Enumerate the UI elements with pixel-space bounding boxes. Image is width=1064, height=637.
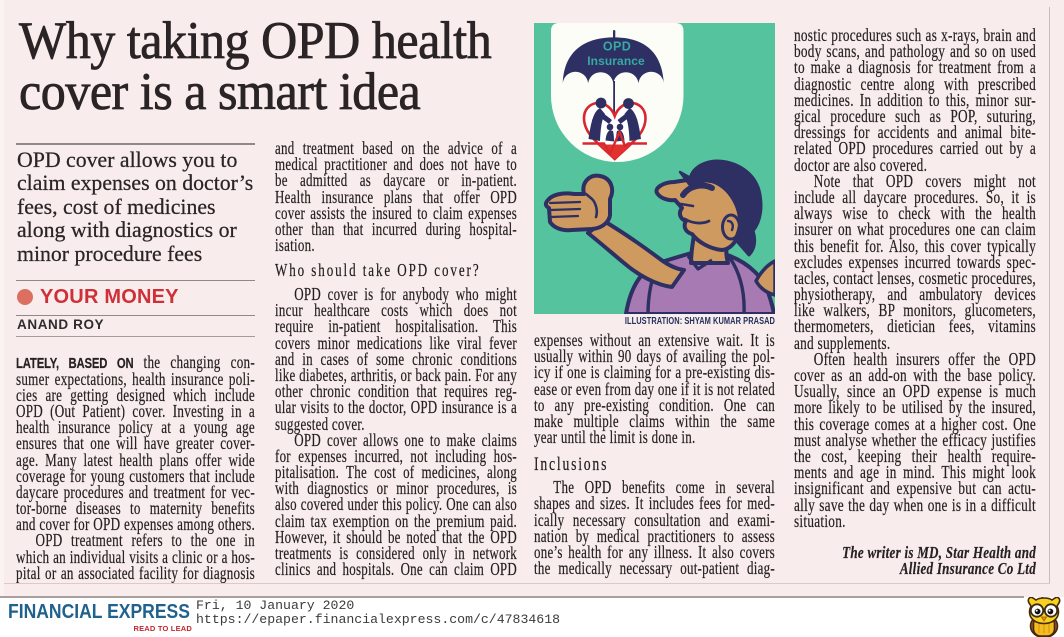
svg-text:Insurance: Insurance: [587, 54, 645, 68]
svg-text:OPD: OPD: [603, 40, 631, 54]
